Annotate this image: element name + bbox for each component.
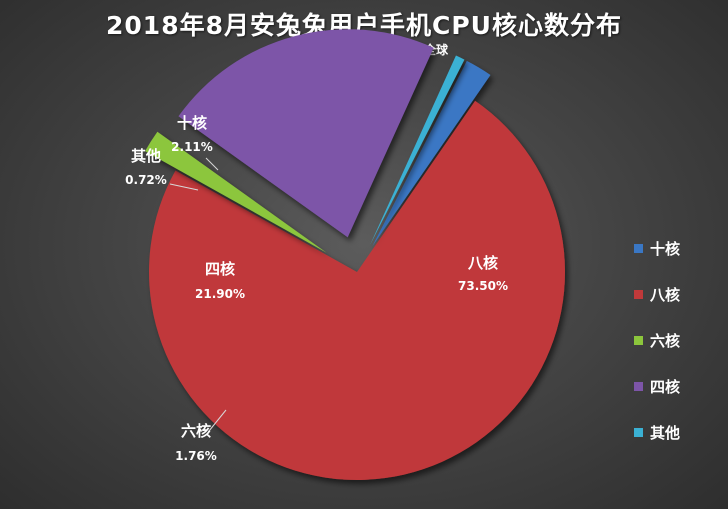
slice-value-ten-core: 2.11%	[171, 140, 213, 154]
slice-value-quad-core: 21.90%	[195, 287, 245, 301]
slice-label-eight-core: 八核	[467, 254, 498, 272]
legend-item-six-core: 六核	[634, 328, 680, 352]
legend-label-quad-core: 四核	[650, 377, 681, 396]
legend-item-quad-core: 四核	[634, 374, 680, 398]
legend-label-six-core: 六核	[650, 331, 681, 350]
slice-value-other: 0.72%	[125, 173, 167, 187]
pie-slice-six-core	[145, 131, 327, 253]
pie-slice-quad-core	[178, 29, 434, 238]
slice-label-six-core: 六核	[181, 422, 211, 440]
pie-slice-other	[370, 55, 465, 245]
slice-value-eight-core: 73.50%	[458, 279, 508, 293]
legend-label-ten-core: 十核	[650, 239, 681, 258]
legend-swatch-six-core	[634, 335, 643, 345]
legend: 十核 八核 六核 四核 其他	[634, 236, 680, 466]
legend-item-eight-core: 八核	[634, 282, 680, 306]
slice-label-quad-core: 四核	[205, 260, 235, 278]
leader-line-other	[169, 183, 199, 191]
legend-item-ten-core: 十核	[634, 236, 680, 260]
slice-value-six-core: 1.76%	[175, 449, 217, 463]
slice-label-ten-core: 十核	[177, 114, 207, 132]
pie-slice-ten-core	[372, 60, 491, 247]
legend-swatch-other	[634, 427, 643, 437]
pie-slice-eight-core	[149, 100, 566, 481]
legend-label-other: 其他	[650, 423, 681, 442]
legend-swatch-ten-core	[634, 243, 643, 253]
legend-swatch-eight-core	[634, 289, 643, 299]
leader-line-ten-core	[205, 157, 219, 171]
slice-label-other: 其他	[131, 147, 161, 165]
legend-label-eight-core: 八核	[650, 285, 681, 304]
legend-swatch-quad-core	[634, 381, 643, 391]
legend-item-other: 其他	[634, 420, 680, 444]
leader-line-six-core	[208, 409, 227, 432]
